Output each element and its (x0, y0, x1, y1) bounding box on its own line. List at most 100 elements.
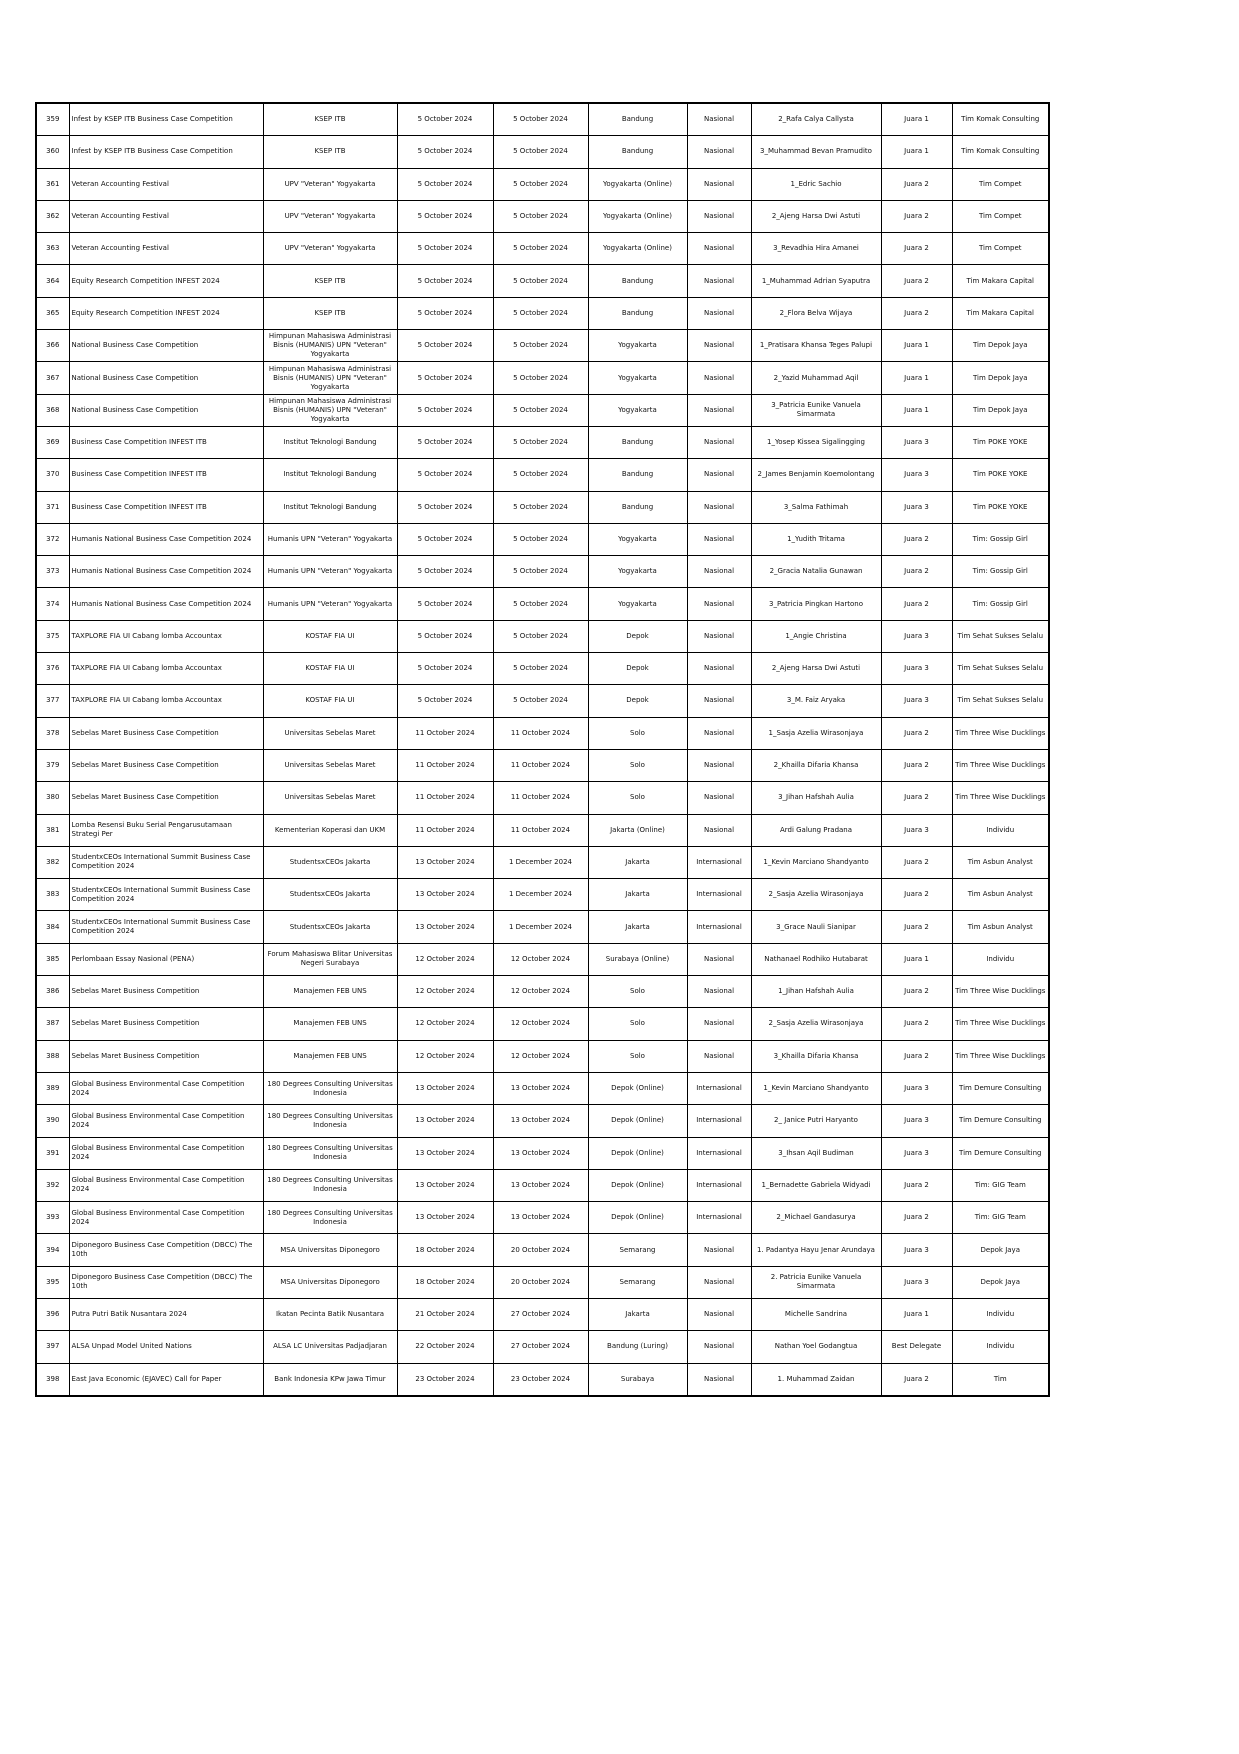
end-date: 1 December 2024 (492, 878, 589, 912)
competition-name: StudentxCEOs International Summit Busine… (68, 878, 264, 912)
end-date: 13 October 2024 (492, 1136, 589, 1170)
row-number: 388 (35, 1039, 70, 1073)
location: Yogyakarta (Online) (587, 167, 688, 201)
participant: 1_Muhammad Adrian Syaputra (750, 264, 882, 298)
start-date: 5 October 2024 (396, 425, 494, 460)
participant: 1_Jihan Hafshah Aulia (750, 975, 882, 1009)
organizer: 180 Degrees Consulting Universitas Indon… (262, 1168, 398, 1203)
location: Yogyakarta (Online) (587, 232, 688, 266)
end-date: 5 October 2024 (492, 652, 589, 686)
award: Best Delegate (880, 1330, 953, 1364)
start-date: 5 October 2024 (396, 587, 494, 621)
table-row: 363 Veteran Accounting Festival UPV "Veter… (35, 232, 1050, 266)
level: Internasional (686, 1104, 752, 1138)
team: Tim Makara Capital (951, 296, 1050, 331)
end-date: 5 October 2024 (492, 361, 589, 395)
participant: 2_Sasja Azelia Wirasonjaya (750, 1007, 882, 1041)
row-number: 382 (35, 845, 70, 880)
award: Juara 2 (880, 587, 953, 621)
team: Tim Three Wise Ducklings (951, 781, 1050, 815)
competition-name: StudentxCEOs International Summit Busine… (68, 845, 264, 880)
participant: 1. Padantya Hayu Jenar Arundaya (750, 1233, 882, 1267)
level: Nasional (686, 684, 752, 718)
table-row: 390 Global Business Environmental Case Co… (35, 1104, 1050, 1138)
organizer: UPV "Veteran" Yogyakarta (262, 167, 398, 201)
award: Juara 3 (880, 652, 953, 686)
organizer: KOSTAF FIA UI (262, 619, 398, 654)
award: Juara 3 (880, 458, 953, 492)
award: Juara 2 (880, 845, 953, 880)
organizer: Himpunan Mahasiswa Administrasi Bisnis (… (262, 361, 398, 395)
start-date: 5 October 2024 (396, 684, 494, 718)
start-date: 11 October 2024 (396, 716, 494, 750)
competition-name: Diponegoro Business Case Competition (DB… (68, 1265, 264, 1299)
organizer: KSEP ITB (262, 102, 398, 137)
location: Bandung (587, 425, 688, 460)
row-number: 364 (35, 264, 70, 298)
competition-name: Business Case Competition INFEST ITB (68, 425, 264, 460)
end-date: 13 October 2024 (492, 1104, 589, 1138)
start-date: 21 October 2024 (396, 1297, 494, 1332)
level: Nasional (686, 1007, 752, 1041)
award: Juara 1 (880, 1297, 953, 1332)
start-date: 11 October 2024 (396, 781, 494, 815)
start-date: 5 October 2024 (396, 102, 494, 137)
competition-name: Sebelas Maret Business Competition (68, 975, 264, 1009)
competition-name: Sebelas Maret Business Competition (68, 1007, 264, 1041)
start-date: 5 October 2024 (396, 522, 494, 557)
end-date: 12 October 2024 (492, 1039, 589, 1073)
award: Juara 1 (880, 393, 953, 427)
award: Juara 3 (880, 1136, 953, 1170)
participant: 3_Grace Nauli Sianipar (750, 910, 882, 944)
team: Tim: Gossip Girl (951, 555, 1050, 589)
start-date: 5 October 2024 (396, 232, 494, 266)
team: Tim Compet (951, 199, 1050, 234)
start-date: 12 October 2024 (396, 942, 494, 977)
award: Juara 3 (880, 425, 953, 460)
end-date: 5 October 2024 (492, 425, 589, 460)
competition-name: Veteran Accounting Festival (68, 232, 264, 266)
organizer: KSEP ITB (262, 135, 398, 169)
competition-name: TAXPLORE FIA UI Cabang lomba Accountax (68, 619, 264, 654)
end-date: 11 October 2024 (492, 813, 589, 847)
organizer: Himpunan Mahasiswa Administrasi Bisnis (… (262, 329, 398, 363)
table-row: 369 Business Case Competition INFEST ITB I… (35, 425, 1050, 460)
level: Internasional (686, 878, 752, 912)
participant: 2_Flora Belva Wijaya (750, 296, 882, 331)
participant: Michelle Sandrina (750, 1297, 882, 1332)
row-number: 368 (35, 393, 70, 427)
participant: 3_Khailla Difaria Khansa (750, 1039, 882, 1073)
level: Nasional (686, 232, 752, 266)
organizer: StudentsxCEOs Jakarta (262, 910, 398, 944)
team: Tim Sehat Sukses Selalu (951, 652, 1050, 686)
table-row: 398 East Java Economic (EJAVEC) Call for … (35, 1362, 1050, 1397)
award: Juara 1 (880, 329, 953, 363)
location: Jakarta (587, 910, 688, 944)
table-row: 393 Global Business Environmental Case Co… (35, 1201, 1050, 1235)
participant: 2_James Benjamin Koemolontang (750, 458, 882, 492)
team: Tim POKE YOKE (951, 458, 1050, 492)
organizer: MSA Universitas Diponegoro (262, 1265, 398, 1299)
team: Individu (951, 1297, 1050, 1332)
table-row: 392 Global Business Environmental Case Co… (35, 1168, 1050, 1203)
start-date: 13 October 2024 (396, 910, 494, 944)
location: Solo (587, 716, 688, 750)
end-date: 11 October 2024 (492, 748, 589, 783)
competition-name: Humanis National Business Case Competiti… (68, 587, 264, 621)
level: Nasional (686, 167, 752, 201)
organizer: Humanis UPN "Veteran" Yogyakarta (262, 587, 398, 621)
level: Nasional (686, 1297, 752, 1332)
end-date: 13 October 2024 (492, 1071, 589, 1106)
start-date: 18 October 2024 (396, 1233, 494, 1267)
award: Juara 2 (880, 910, 953, 944)
start-date: 5 October 2024 (396, 361, 494, 395)
organizer: UPV "Veteran" Yogyakarta (262, 232, 398, 266)
organizer: Manajemen FEB UNS (262, 1039, 398, 1073)
participant: 3_Revadhia Hira Amanei (750, 232, 882, 266)
end-date: 5 October 2024 (492, 619, 589, 654)
start-date: 13 October 2024 (396, 1201, 494, 1235)
team: Individu (951, 813, 1050, 847)
start-date: 13 October 2024 (396, 1071, 494, 1106)
start-date: 12 October 2024 (396, 1039, 494, 1073)
location: Surabaya (Online) (587, 942, 688, 977)
